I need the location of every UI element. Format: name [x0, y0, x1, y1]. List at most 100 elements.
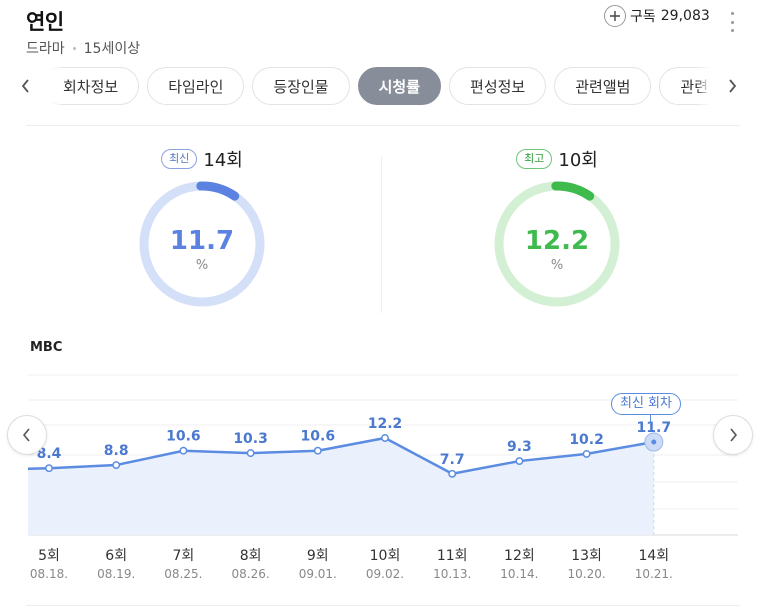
genre-label: 드라마 — [26, 41, 65, 57]
tab-item[interactable]: 타임라인 — [147, 67, 245, 105]
x-tick-date: 08.26. — [231, 567, 270, 581]
area-fill — [28, 438, 654, 535]
chevron-right-icon — [730, 428, 738, 442]
x-tick-label: 8회 08.26. — [221, 545, 281, 581]
x-tick-episode: 8회 — [239, 548, 262, 564]
data-point[interactable] — [582, 449, 591, 458]
x-tick-label: 10회 09.02. — [355, 545, 415, 581]
x-tick-date: 10.13. — [433, 567, 472, 581]
data-label: 10.3 — [233, 431, 268, 447]
program-title[interactable]: 연인 — [26, 10, 64, 34]
x-tick-date: 09.02. — [365, 567, 405, 581]
latest-chip: 최신 — [161, 149, 198, 169]
tab-bar: 회차정보타임라인등장인물시청률편성정보관련앨범관련백과 — [0, 60, 766, 114]
tabs-next-button[interactable] — [722, 76, 742, 96]
x-tick-label: 6회 08.19. — [86, 545, 146, 581]
x-tick-episode: 14회 — [638, 548, 670, 564]
latest-episode-badge: 최신 회차 — [611, 393, 681, 415]
subscribe-label: 구독 — [630, 9, 656, 25]
x-tick-label: 12회 10.14. — [489, 545, 549, 581]
highest-rating-unit: % — [550, 258, 564, 273]
highest-rating-gauge: 최고 10회 12.2 % — [427, 140, 687, 320]
x-tick-episode: 12회 — [504, 548, 535, 564]
chart-prev-button[interactable] — [7, 415, 47, 455]
data-point[interactable] — [45, 464, 53, 473]
data-point[interactable] — [112, 461, 121, 469]
chevron-left-icon — [21, 79, 29, 93]
data-label: 7.7 — [440, 452, 465, 468]
data-label: 8.8 — [104, 443, 129, 459]
data-point[interactable] — [515, 457, 524, 466]
latest-episode: 14회 — [203, 150, 243, 171]
x-tick-label: 5회 08.18. — [19, 545, 79, 581]
data-label: 11.7 — [637, 420, 672, 436]
x-tick-label: 9회 09.01. — [288, 545, 348, 581]
highest-episode: 10회 — [558, 150, 598, 171]
tabs-fade-left — [50, 67, 64, 107]
latest-rating-value: 11.7 — [169, 226, 235, 256]
gauge-header: 최신 14회 — [72, 146, 332, 172]
data-label: 12.2 — [368, 416, 403, 432]
data-label: 10.6 — [166, 429, 201, 445]
tab-item[interactable]: 등장인물 — [252, 67, 350, 105]
rating-line-chart: 8.4 8.8 10.6 10.3 10.6 12.2 7.7 9.3 10.2 11.7 — [27, 374, 738, 536]
tab-item[interactable]: 회차정보 — [50, 67, 140, 105]
x-tick-episode: 10회 — [369, 548, 401, 564]
data-point[interactable] — [381, 434, 389, 442]
x-tick-date: 10.21. — [634, 567, 673, 581]
x-tick-label: 7회 08.25. — [153, 545, 213, 581]
gauge-header: 최고 10회 — [427, 146, 687, 172]
data-label: 10.2 — [569, 432, 604, 448]
data-label: 8.4 — [37, 446, 62, 462]
program-meta: 드라마 15세이상 — [26, 38, 140, 58]
x-tick-date: 10.14. — [500, 567, 539, 581]
tab-item[interactable]: 시청률 — [357, 67, 442, 105]
x-tick-episode: 13회 — [571, 548, 602, 564]
channel-label: MBC — [30, 340, 63, 355]
bottom-divider — [26, 605, 740, 606]
highest-chip: 최고 — [516, 149, 553, 169]
tabs-prev-button[interactable] — [16, 76, 36, 96]
divider — [26, 125, 740, 126]
age-rating-label: 15세이상 — [83, 41, 141, 57]
gauge-divider — [381, 157, 382, 313]
x-tick-label: 14회 10.21. — [624, 545, 684, 581]
latest-rating-unit: % — [195, 258, 209, 273]
x-tick-date: 08.19. — [97, 567, 136, 581]
tabs-list: 회차정보타임라인등장인물시청률편성정보관련앨범관련백과 — [50, 67, 710, 105]
highest-ring — [494, 181, 620, 307]
x-tick-episode: 5회 — [38, 548, 60, 564]
chevron-right-icon — [729, 79, 737, 93]
chevron-left-icon — [22, 428, 30, 442]
x-tick-episode: 9회 — [306, 548, 329, 564]
subscribe-button[interactable]: 구독 29,083 — [604, 5, 710, 27]
data-point[interactable] — [651, 439, 657, 445]
highest-rating-value: 12.2 — [524, 226, 590, 256]
data-label: 10.6 — [301, 429, 336, 445]
data-point[interactable] — [313, 446, 322, 455]
x-tick-episode: 7회 — [172, 548, 195, 564]
tabs-viewport: 회차정보타임라인등장인물시청률편성정보관련앨범관련백과 — [50, 67, 710, 107]
latest-rating-gauge: 최신 14회 11.7 % — [72, 140, 332, 320]
chart-next-button[interactable] — [713, 415, 753, 455]
x-tick-date: 08.25. — [164, 567, 203, 581]
x-tick-label: 11회 10.13. — [422, 545, 482, 581]
tab-item[interactable]: 관련앨범 — [554, 67, 652, 105]
x-tick-label: 13회 10.20. — [557, 545, 617, 581]
data-point[interactable] — [448, 469, 457, 478]
badge-stem — [650, 415, 651, 425]
latest-ring — [139, 181, 265, 307]
separator-dot — [72, 46, 76, 50]
x-tick-episode: 6회 — [105, 548, 128, 564]
plus-icon — [604, 5, 626, 27]
tabs-fade-right — [696, 67, 710, 107]
x-tick-date: 08.18. — [29, 567, 69, 581]
data-point[interactable] — [179, 446, 188, 455]
x-tick-episode: 11회 — [436, 548, 468, 564]
tab-item[interactable]: 편성정보 — [449, 67, 547, 105]
x-tick-date: 09.01. — [298, 567, 337, 581]
data-label: 9.3 — [507, 439, 532, 455]
data-point[interactable] — [246, 449, 255, 458]
more-options-icon[interactable] — [727, 12, 737, 32]
